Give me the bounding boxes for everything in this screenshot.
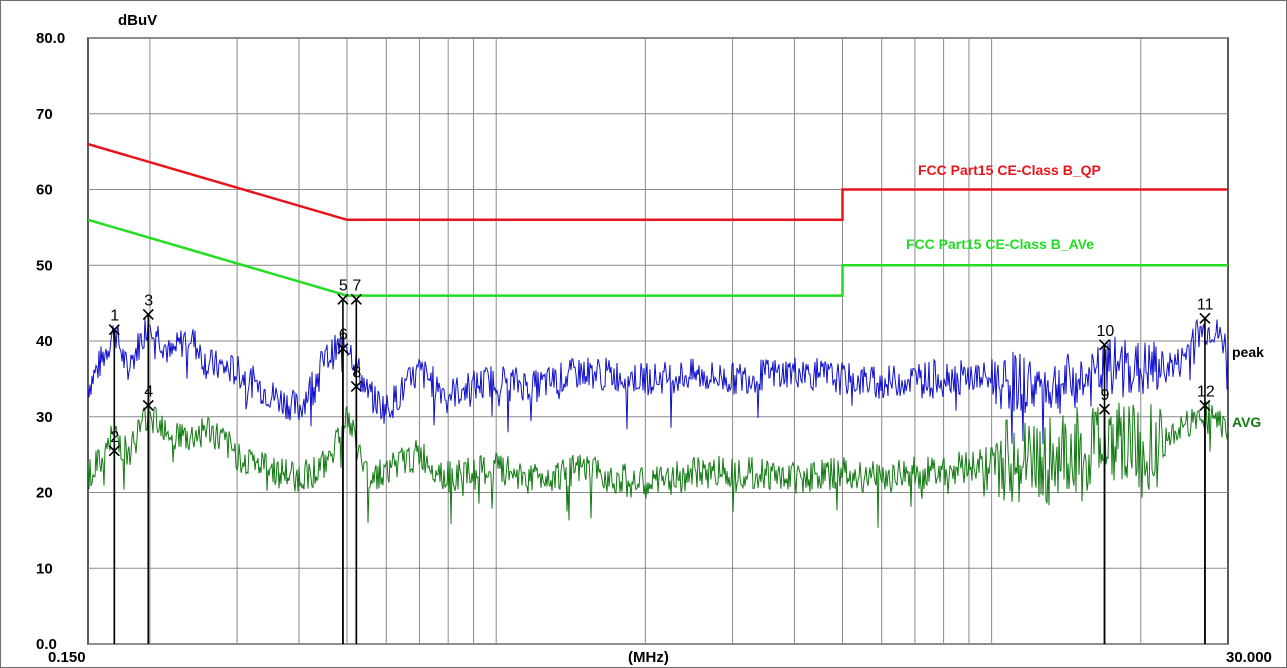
limit-line-avg <box>87 218 1228 297</box>
marker-label: 10 <box>1097 323 1115 340</box>
series-avg-line <box>87 400 1229 528</box>
marker-x-mark <box>1199 399 1211 411</box>
marker-label: 7 <box>352 277 361 294</box>
y-tick-label: 30 <box>36 409 53 426</box>
marker-x-mark <box>350 380 362 393</box>
marker-label: 3 <box>144 292 153 309</box>
marker-label: 6 <box>339 327 348 344</box>
marker-x-mark <box>108 445 120 457</box>
marker-label: 2 <box>110 429 119 446</box>
x-tick-label-max: 30.000 <box>1226 649 1272 666</box>
y-tick-label: 70 <box>36 106 53 123</box>
marker-label: 8 <box>352 364 361 381</box>
marker-x-mark <box>1098 339 1111 351</box>
data-series <box>87 318 1229 528</box>
series-peak-line <box>87 318 1229 445</box>
limit-label-avg: FCC Part15 CE-Class B_AVe <box>906 236 1094 252</box>
x-axis-label: (MHz) <box>628 649 669 666</box>
marker-label: 1 <box>110 308 119 325</box>
marker-x-mark <box>337 343 349 355</box>
y-tick-label: 0.0 <box>36 636 57 653</box>
y-tick-labels: 0.0 10 20 30 40 50 60 70 80.0 <box>36 30 65 653</box>
marker-x-mark <box>1199 312 1211 324</box>
marker-label: 11 <box>1197 296 1214 313</box>
markers: 123456789101112 <box>108 277 1215 644</box>
marker-x-mark <box>337 293 349 305</box>
y-tick-label: 60 <box>36 182 53 199</box>
y-tick-label: 50 <box>36 257 53 274</box>
limit-lines <box>87 142 1228 297</box>
series-label-avg: AVG <box>1232 414 1261 430</box>
marker-x-mark <box>108 324 120 336</box>
y-tick-label: 80.0 <box>36 30 65 47</box>
y-tick-label: 10 <box>36 560 53 577</box>
x-tick-label-min: 0.150 <box>48 649 86 666</box>
limit-line-qp <box>87 142 1228 222</box>
marker-label: 12 <box>1197 383 1215 400</box>
marker-x-mark <box>142 308 154 321</box>
y-tick-label: 40 <box>36 333 53 350</box>
marker-x-mark <box>350 293 362 305</box>
marker-label: 5 <box>339 277 348 294</box>
y-axis-label: dBuV <box>118 12 157 29</box>
y-tick-label: 20 <box>36 485 53 502</box>
marker-label: 4 <box>144 383 153 400</box>
marker-x-mark <box>142 399 154 411</box>
series-label-peak: peak <box>1232 344 1264 360</box>
limit-label-qp: FCC Part15 CE-Class B_QP <box>918 162 1101 178</box>
